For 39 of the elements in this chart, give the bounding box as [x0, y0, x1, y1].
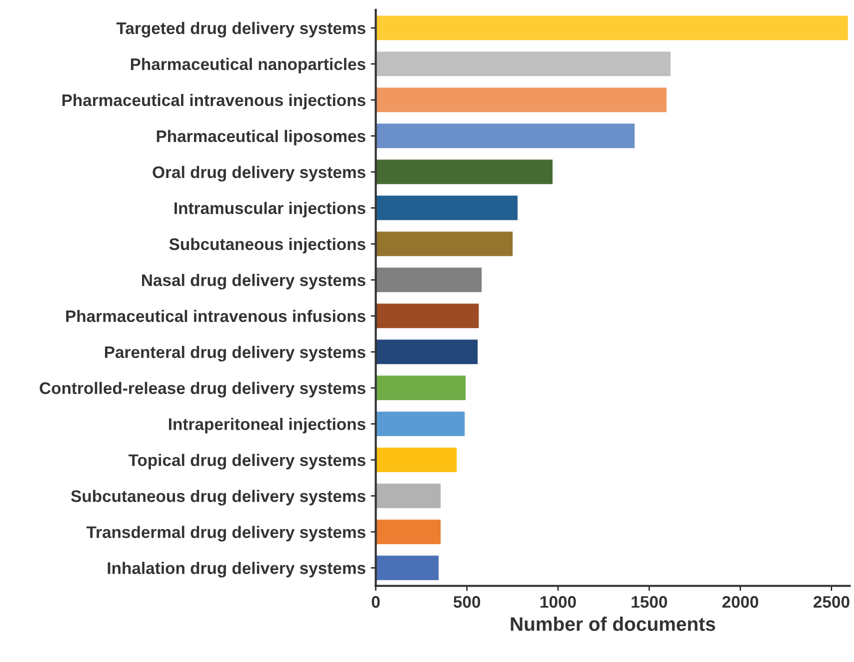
x-tick-label: 1000 — [540, 596, 576, 608]
x-tick-label: 500 — [454, 596, 480, 608]
y-tick-label: Pharmaceutical intravenous infusions — [66, 310, 366, 322]
y-tick-label: Inhalation drug delivery systems — [108, 562, 366, 578]
bar — [376, 268, 482, 292]
y-tick-label: Pharmaceutical intravenous injections — [62, 94, 366, 110]
x-axis-title: Number of documents — [510, 616, 716, 631]
x-tick-label: 1500 — [632, 596, 668, 608]
y-tick-label: Intramuscular injections — [174, 202, 366, 218]
x-tick-label: 2500 — [814, 596, 850, 608]
y-tick-label: Oral drug delivery systems — [152, 166, 366, 182]
bar — [376, 448, 457, 472]
bar — [376, 196, 518, 220]
bar — [376, 376, 466, 400]
y-tick-label: Transdermal drug delivery systems — [86, 526, 366, 542]
bar — [376, 88, 667, 112]
y-tick-label: Topical drug delivery systems — [128, 454, 366, 470]
y-tick-label: Pharmaceutical liposomes — [156, 130, 366, 146]
bar — [376, 340, 478, 364]
y-tick-label: Parenteral drug delivery systems — [105, 346, 366, 362]
y-tick-label: Controlled-release drug delivery systems — [40, 382, 366, 398]
y-tick-label: Pharmaceutical nanoparticles — [130, 58, 366, 74]
y-tick-label: Targeted drug delivery systems — [116, 22, 366, 38]
x-tick-label: 2000 — [722, 596, 758, 608]
bar — [376, 52, 671, 76]
bar — [376, 484, 441, 508]
bar — [376, 520, 441, 544]
bar — [376, 232, 513, 256]
bar — [376, 16, 848, 40]
y-tick-label: Subcutaneous drug delivery systems — [71, 490, 366, 506]
bar — [376, 412, 465, 436]
bar — [376, 304, 479, 328]
bar — [376, 160, 553, 184]
y-tick-label: Nasal drug delivery systems — [142, 274, 366, 290]
y-tick-label: Subcutaneous injections — [169, 238, 366, 254]
y-tick-label: Intraperitoneal injections — [168, 418, 366, 434]
bar — [376, 124, 635, 148]
bar — [376, 556, 439, 580]
x-tick-label: 0 — [372, 596, 380, 608]
